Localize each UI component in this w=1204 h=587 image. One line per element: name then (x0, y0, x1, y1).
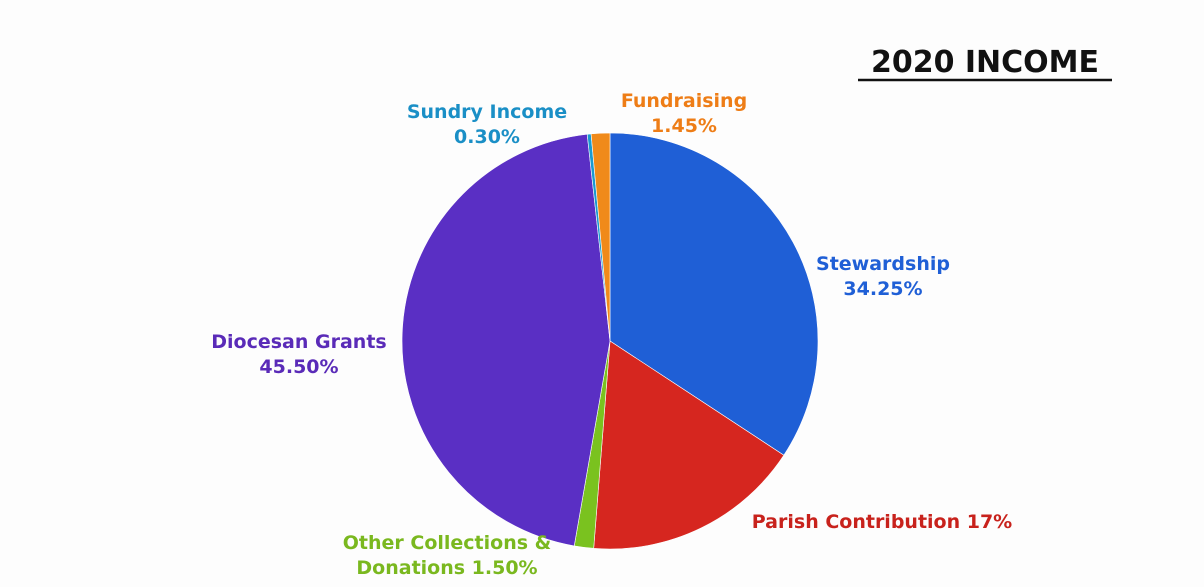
slice-label-line: 45.50% (259, 356, 338, 378)
slice-label-line: Sundry Income (407, 101, 567, 123)
slice-label-line: Fundraising (621, 90, 747, 112)
slice-label-other-collections: Other Collections & Donations 1.50% (343, 532, 551, 579)
slice-label-line: Diocesan Grants (211, 331, 386, 353)
pie-slice-diocesan-grants (401, 133, 611, 547)
chart-title: 2020 INCOME (871, 45, 1099, 80)
pie-slice-parish-contribution-17 (593, 340, 785, 550)
slice-label-fundraising: Fundraising 1.45% (621, 90, 747, 137)
slice-label-line: 1.45% (651, 115, 717, 137)
pie-slice-fundraising (590, 132, 611, 342)
slice-label-diocesan-grants: Diocesan Grants 45.50% (211, 331, 386, 378)
slice-label-line: 34.25% (843, 278, 922, 300)
slice-label-parish-contribution-17: Parish Contribution 17% (752, 511, 1012, 533)
pie-slice-stewardship (609, 132, 819, 456)
slice-label-line: Parish Contribution 17% (752, 511, 1012, 533)
slice-label-line: Donations 1.50% (356, 557, 537, 579)
slice-label-line: Stewardship (816, 253, 950, 275)
slice-label-line: Other Collections & (343, 532, 551, 554)
slice-label-stewardship: Stewardship 34.25% (816, 253, 950, 300)
slice-label-line: 0.30% (454, 126, 520, 148)
slice-label-sundry-income: Sundry Income 0.30% (407, 101, 567, 148)
